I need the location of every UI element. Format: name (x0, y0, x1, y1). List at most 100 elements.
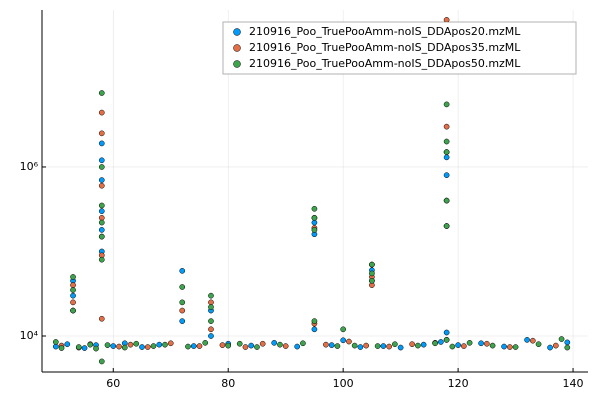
point (81, 345, 88, 351)
point (110, 343, 117, 349)
point (449, 343, 456, 350)
point (443, 138, 450, 145)
point (461, 343, 467, 349)
legend-marker (233, 60, 241, 68)
point (179, 268, 186, 274)
x-tick-label: 140 (563, 377, 584, 390)
point (185, 343, 191, 350)
point (558, 336, 565, 342)
point (179, 318, 186, 324)
point (334, 343, 341, 349)
point (208, 326, 214, 333)
point (70, 274, 76, 280)
point (455, 342, 461, 348)
point (524, 337, 530, 343)
point (93, 345, 99, 352)
point (202, 339, 209, 346)
point (70, 307, 76, 314)
point (282, 343, 289, 349)
point (98, 90, 105, 96)
point (139, 344, 145, 350)
point (340, 337, 347, 344)
point (397, 344, 404, 351)
x-tick-label: 80 (221, 377, 235, 390)
point (70, 287, 76, 293)
point (98, 219, 105, 226)
point (150, 343, 157, 349)
point (87, 341, 94, 348)
point (483, 340, 490, 347)
x-tick-label: 120 (448, 377, 469, 390)
point (179, 307, 186, 314)
point (443, 329, 450, 336)
legend-marker (233, 28, 241, 36)
legend-label: 210916_Poo_TruePooAmm-noIS_DDApos50.mzML (249, 57, 521, 70)
point (363, 342, 370, 349)
point (529, 337, 536, 344)
point (386, 343, 392, 350)
point (466, 339, 473, 346)
point (369, 277, 375, 284)
point (70, 299, 76, 306)
point (144, 344, 151, 350)
point (98, 182, 105, 189)
point (52, 339, 59, 345)
point (98, 164, 105, 170)
point (127, 341, 134, 348)
point (443, 123, 450, 130)
y-tick-label: 10⁴ (20, 329, 39, 342)
point (380, 343, 387, 349)
point (271, 339, 278, 346)
point (369, 261, 375, 268)
x-tick-label: 60 (106, 377, 120, 390)
point (357, 344, 364, 350)
point (58, 345, 65, 351)
point (420, 341, 427, 348)
point (552, 342, 559, 349)
point (64, 341, 71, 348)
legend-marker (233, 44, 241, 52)
point (564, 339, 571, 346)
point (438, 339, 444, 345)
point (311, 215, 318, 221)
point (208, 304, 214, 310)
point (208, 318, 214, 324)
point (98, 315, 105, 322)
point (392, 341, 398, 348)
point (219, 342, 226, 348)
point (328, 342, 335, 348)
point (443, 223, 450, 229)
point (443, 172, 450, 179)
point (374, 343, 381, 349)
point (121, 344, 128, 351)
point (116, 343, 122, 350)
point (323, 341, 329, 348)
point (340, 326, 347, 333)
x-tick-label: 100 (333, 377, 354, 390)
point (179, 284, 186, 290)
point (179, 299, 186, 306)
point (547, 344, 553, 351)
point (311, 205, 318, 212)
point (311, 318, 318, 324)
point (564, 344, 571, 351)
point (501, 343, 507, 350)
point (369, 270, 375, 277)
point (225, 342, 232, 349)
point (98, 109, 105, 116)
point (208, 299, 214, 306)
point (196, 343, 203, 349)
legend: 210916_Poo_TruePooAmm-noIS_DDApos20.mzML… (222, 21, 577, 75)
point (409, 341, 415, 348)
point (98, 256, 105, 263)
point (443, 149, 450, 155)
point (254, 344, 260, 350)
point (104, 342, 111, 348)
point (506, 344, 513, 350)
point (98, 227, 105, 233)
point (478, 340, 484, 347)
point (489, 342, 496, 349)
point (443, 154, 450, 161)
point (242, 344, 249, 350)
